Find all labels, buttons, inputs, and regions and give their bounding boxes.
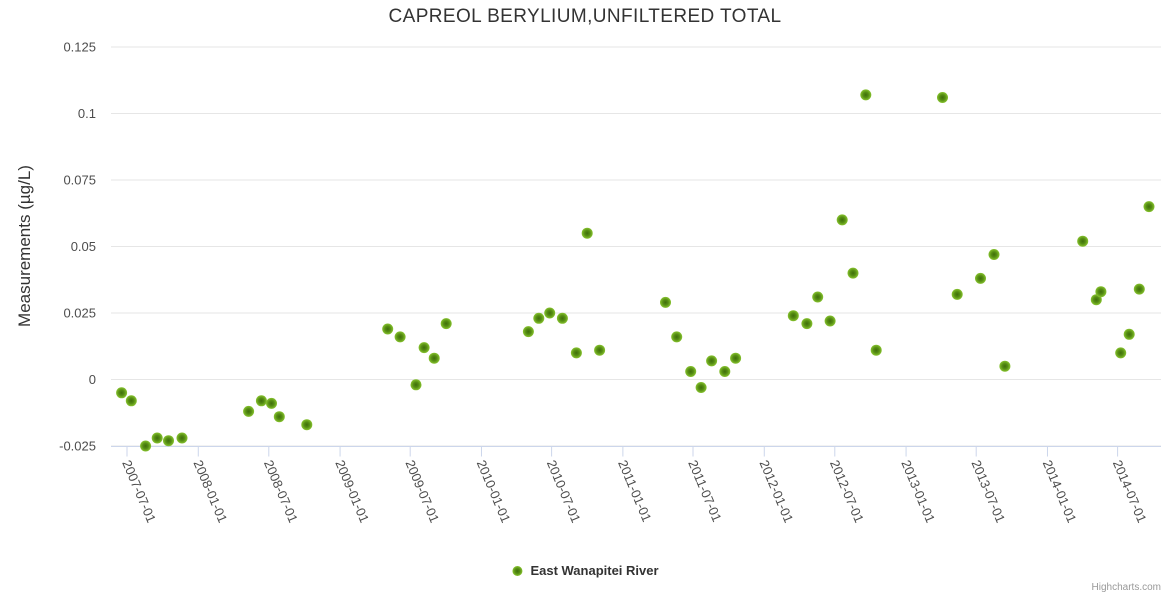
- gridlines: [111, 46, 1161, 447]
- y-axis-tick-label: 0.125: [63, 40, 96, 55]
- data-point[interactable]: [581, 227, 593, 239]
- data-point[interactable]: [151, 432, 163, 444]
- y-axis-tick-label: 0: [89, 372, 96, 387]
- x-axis-tick-label: 2013-01-01: [898, 458, 938, 525]
- data-point[interactable]: [719, 366, 731, 377]
- data-point[interactable]: [125, 395, 137, 407]
- data-point[interactable]: [1123, 328, 1135, 340]
- y-axis-tick-label: -0.025: [59, 439, 96, 454]
- data-point[interactable]: [1095, 286, 1107, 298]
- x-axis-tick-label: 2010-01-01: [474, 458, 514, 525]
- y-axis-title: Measurements (µg/L): [15, 165, 34, 327]
- chart-title: CAPREOL BERYLIUM,UNFILTERED TOTAL: [388, 6, 782, 27]
- data-point[interactable]: [428, 352, 440, 364]
- data-point[interactable]: [410, 379, 422, 391]
- data-point[interactable]: [660, 296, 671, 308]
- legend-item[interactable]: East Wanapitei River: [511, 563, 659, 578]
- x-axis-tick-label: 2011-01-01: [615, 458, 654, 524]
- data-point[interactable]: [394, 331, 406, 343]
- y-axis-tick-label: 0.1: [78, 106, 96, 121]
- data-point[interactable]: [836, 214, 848, 226]
- x-axis: 2007-07-01 2008-01-01 2008-07-01 2009-01-01…: [111, 446, 1161, 525]
- data-point[interactable]: [418, 342, 430, 354]
- data-point[interactable]: [116, 387, 128, 399]
- data-points: [116, 89, 1155, 452]
- x-axis-tick-label: 2014-01-01: [1040, 458, 1080, 525]
- y-axis-tick-label: 0.025: [63, 306, 96, 321]
- x-axis-tick-label: 2009-07-01: [402, 458, 442, 525]
- y-axis-labels: -0.025 0 0.025 0.05 0.075 0.1 0.125: [59, 40, 96, 454]
- data-point[interactable]: [988, 249, 1000, 260]
- x-axis-tick-label: 2007-07-01: [119, 458, 159, 525]
- data-point[interactable]: [975, 272, 986, 284]
- data-point[interactable]: [1133, 283, 1145, 295]
- data-point[interactable]: [801, 318, 813, 330]
- x-axis-tick-label: 2013-07-01: [968, 458, 1008, 525]
- legend-label: East Wanapitei River: [530, 563, 659, 578]
- data-point[interactable]: [847, 267, 859, 279]
- data-point[interactable]: [695, 382, 707, 393]
- data-point[interactable]: [730, 352, 742, 364]
- data-point[interactable]: [301, 419, 313, 431]
- data-point[interactable]: [556, 312, 568, 324]
- legend-marker-icon: [512, 565, 523, 576]
- x-axis-tick-label: 2008-01-01: [191, 458, 231, 525]
- data-point[interactable]: [812, 291, 824, 303]
- data-point[interactable]: [951, 288, 963, 300]
- data-point[interactable]: [1077, 235, 1089, 247]
- data-point[interactable]: [382, 323, 394, 335]
- data-point[interactable]: [140, 440, 152, 452]
- x-axis-tick-label: 2014-07-01: [1110, 458, 1150, 525]
- data-point[interactable]: [570, 347, 582, 359]
- data-point[interactable]: [440, 318, 452, 330]
- data-point[interactable]: [522, 326, 534, 338]
- data-point[interactable]: [176, 432, 188, 444]
- data-point[interactable]: [937, 92, 948, 103]
- data-point[interactable]: [787, 310, 799, 322]
- highcharts-credits[interactable]: Highcharts.com: [1091, 582, 1161, 593]
- data-point[interactable]: [999, 360, 1011, 372]
- data-point[interactable]: [1090, 294, 1102, 306]
- data-point[interactable]: [870, 344, 882, 356]
- data-point[interactable]: [1143, 201, 1155, 213]
- data-point[interactable]: [860, 89, 872, 101]
- x-axis-tick-label: 2012-07-01: [827, 458, 867, 525]
- x-axis-tick-label: 2010-07-01: [544, 458, 584, 525]
- x-axis-tick-label: 2009-01-01: [332, 458, 372, 525]
- data-point[interactable]: [706, 355, 718, 367]
- data-point[interactable]: [273, 411, 285, 423]
- data-point[interactable]: [544, 307, 556, 319]
- data-point[interactable]: [266, 397, 277, 409]
- data-point[interactable]: [685, 366, 697, 377]
- data-point[interactable]: [255, 395, 267, 407]
- data-point[interactable]: [243, 405, 255, 417]
- data-point[interactable]: [533, 312, 545, 324]
- data-point[interactable]: [163, 435, 174, 447]
- x-axis-tick-label: 2012-01-01: [757, 458, 797, 525]
- data-point[interactable]: [594, 344, 606, 356]
- x-axis-tick-label: 2008-07-01: [261, 458, 301, 525]
- data-point[interactable]: [1115, 347, 1127, 359]
- y-axis-tick-label: 0.05: [71, 239, 96, 254]
- data-point[interactable]: [824, 315, 836, 327]
- y-axis-tick-label: 0.075: [63, 173, 96, 188]
- data-point[interactable]: [671, 331, 683, 343]
- x-axis-tick-label: 2011-07-01: [685, 458, 724, 524]
